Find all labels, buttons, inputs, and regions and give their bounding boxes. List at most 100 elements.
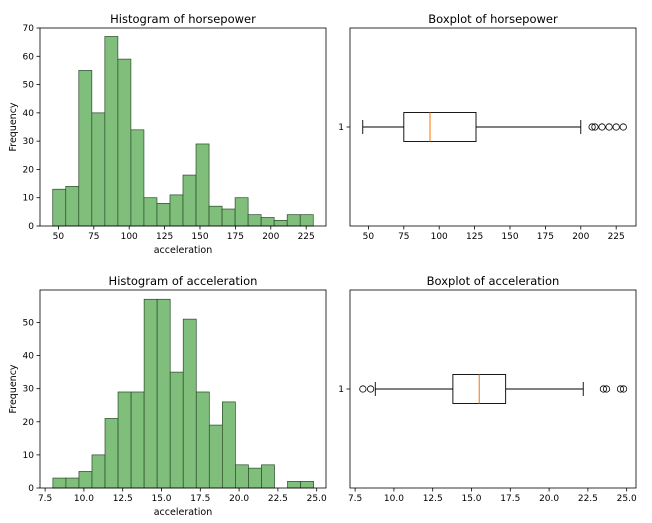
box-iqr — [403, 112, 477, 142]
histogram-bar — [234, 197, 249, 227]
y-axis-ticks: 0 10 20 30 40 50 — [23, 318, 40, 494]
x-tick-label: 10.0 — [384, 494, 404, 504]
y-tick-label: 1 — [338, 123, 344, 133]
x-axis-label: acceleration — [154, 507, 213, 518]
histogram-bar — [182, 318, 197, 489]
y-tick-label: 20 — [23, 418, 35, 428]
x-tick-label: 12.5 — [423, 494, 443, 504]
outlier-point — [359, 385, 367, 393]
x-tick-label: 225 — [298, 232, 315, 242]
y-axis-label: Frequency — [8, 102, 19, 151]
bars — [52, 298, 314, 489]
histogram-bar — [52, 188, 67, 227]
x-tick-label: 50 — [53, 232, 65, 242]
outlier-point — [612, 123, 620, 131]
x-axis-ticks: 50 75 100 125 150 175 200 225 — [53, 226, 315, 242]
histogram-acceleration: Histogram of acceleration 7.5 10.0 12.5 15.… — [8, 274, 327, 518]
y-tick-label: 70 — [23, 24, 35, 34]
histogram-horsepower: Histogram of horsepower 50 75 100 125 150 175… — [8, 12, 327, 256]
axes-frame — [39, 27, 327, 227]
x-tick-label: 22.5 — [578, 494, 598, 504]
x-tick-label: 20.0 — [539, 494, 559, 504]
histogram-bar — [117, 58, 132, 227]
histogram-bar — [221, 401, 236, 489]
x-tick-label: 175 — [537, 232, 554, 242]
y-tick-label: 60 — [23, 52, 35, 62]
boxplot — [359, 374, 628, 404]
y-axis-ticks: 1 — [338, 123, 350, 133]
histogram-bar — [273, 219, 288, 227]
histogram-bar — [169, 371, 184, 489]
x-tick-label: 175 — [227, 232, 244, 242]
histogram-bar — [208, 424, 223, 489]
boxplot — [362, 112, 627, 142]
histogram-bar — [195, 143, 210, 227]
x-tick-label: 12.5 — [113, 494, 133, 504]
x-tick-label: 7.5 — [348, 494, 362, 504]
histogram-bar — [104, 418, 119, 489]
x-tick-label: 20.0 — [229, 494, 249, 504]
x-tick-label: 17.5 — [190, 494, 210, 504]
outlier-point — [605, 123, 613, 131]
outlier-point — [619, 385, 628, 393]
y-axis-ticks: 0 10 20 30 40 50 60 70 — [23, 24, 40, 232]
histogram-bar — [299, 214, 314, 227]
x-tick-label: 200 — [572, 232, 589, 242]
histogram-bar — [300, 481, 314, 489]
histogram-bar — [78, 471, 93, 489]
y-tick-label: 40 — [23, 109, 35, 119]
histogram-bar — [287, 481, 301, 489]
outlier-point — [591, 123, 599, 131]
chart-title: Histogram of acceleration — [109, 274, 258, 288]
y-axis-label: Frequency — [8, 364, 19, 413]
x-tick-label: 75 — [88, 232, 99, 242]
x-tick-label: 200 — [262, 232, 279, 242]
x-tick-label: 15.0 — [151, 494, 171, 504]
x-tick-label: 25.0 — [307, 494, 327, 504]
histogram-bar — [208, 205, 223, 227]
outlier-point — [616, 385, 625, 393]
histogram-bar — [182, 174, 197, 227]
x-axis-ticks: 7.5 10.0 12.5 15.0 17.5 20.0 22.5 25.0 — [38, 488, 327, 504]
y-tick-label: 10 — [23, 451, 35, 461]
x-tick-label: 75 — [398, 232, 409, 242]
y-tick-label: 30 — [23, 137, 35, 147]
histogram-bar — [260, 217, 275, 227]
x-tick-label: 17.5 — [500, 494, 520, 504]
x-tick-label: 125 — [156, 232, 173, 242]
x-tick-label: 100 — [431, 232, 448, 242]
histogram-bar — [52, 477, 67, 489]
x-axis-ticks: 50 75 100 125 150 175 200 225 — [363, 226, 625, 242]
histogram-bar — [130, 391, 145, 489]
histogram-bar — [235, 464, 249, 489]
y-tick-label: 50 — [23, 318, 35, 328]
y-tick-label: 10 — [23, 194, 35, 204]
y-tick-label: 0 — [28, 222, 34, 232]
x-tick-label: 225 — [608, 232, 625, 242]
boxplot-acceleration: Boxplot of acceleration 7.5 10.0 12.5 15.0 1… — [338, 274, 637, 504]
y-tick-label: 20 — [23, 165, 35, 175]
histogram-bar — [221, 208, 236, 227]
histogram-bar — [91, 112, 106, 227]
y-tick-label: 50 — [23, 81, 35, 91]
x-tick-label: 25.0 — [617, 494, 637, 504]
x-tick-label: 125 — [466, 232, 483, 242]
outlier-point — [598, 123, 606, 131]
y-tick-label: 40 — [23, 352, 35, 362]
x-axis-ticks: 7.5 10.0 12.5 15.0 17.5 20.0 22.5 25.0 — [348, 488, 637, 504]
x-tick-label: 50 — [363, 232, 375, 242]
x-tick-label: 150 — [501, 232, 518, 242]
x-tick-label: 7.5 — [38, 494, 52, 504]
x-tick-label: 15.0 — [461, 494, 481, 504]
x-axis-label: acceleration — [154, 245, 213, 256]
histogram-bar — [248, 467, 262, 489]
outlier-point — [599, 385, 608, 393]
boxplot-horsepower: Boxplot of horsepower 50 75 100 125 150 175 20… — [338, 12, 637, 242]
histogram-bar — [156, 203, 171, 227]
histogram-bar — [143, 298, 158, 489]
y-tick-label: 1 — [338, 385, 344, 395]
x-tick-label: 10.0 — [74, 494, 94, 504]
chart-title: Boxplot of horsepower — [428, 12, 558, 26]
histogram-bar — [247, 214, 262, 227]
